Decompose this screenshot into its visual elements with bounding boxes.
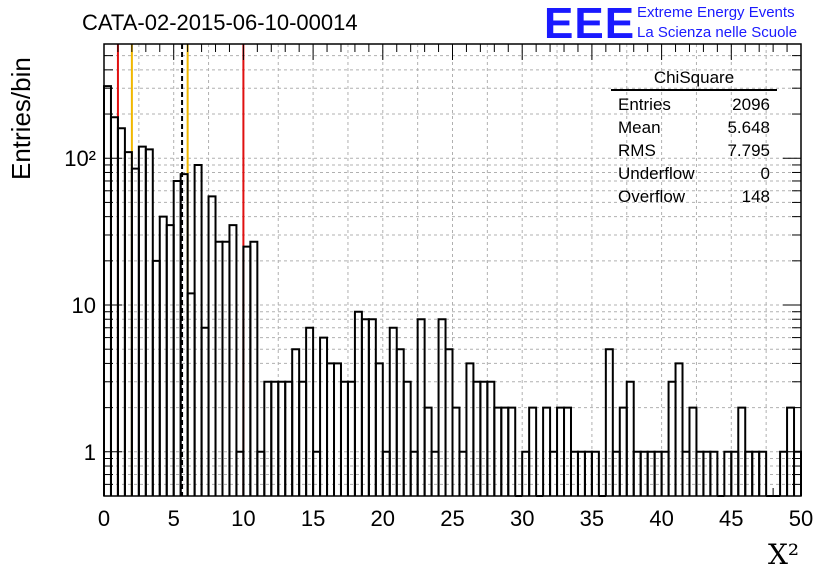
histogram-bin xyxy=(137,145,147,496)
stats-row: Underflow 0 xyxy=(611,162,777,185)
y-tick-label: 10² xyxy=(64,146,96,171)
histogram-bin xyxy=(326,362,336,496)
histogram-bin xyxy=(200,326,210,496)
histogram-bin xyxy=(528,406,538,496)
histogram-bin xyxy=(444,348,454,496)
histogram-bin xyxy=(486,380,496,496)
stats-label: Entries xyxy=(618,95,671,114)
histogram-bin xyxy=(158,215,168,496)
stats-label: Mean xyxy=(618,118,661,137)
stats-row: Mean 5.648 xyxy=(611,116,777,139)
stats-label: Underflow xyxy=(618,164,695,183)
histogram-bin xyxy=(590,450,600,496)
histogram-bin xyxy=(144,148,154,496)
y-axis-label: Entries/bin xyxy=(6,57,36,180)
eee-logo: EEE xyxy=(544,0,636,48)
y-tick-label: 1 xyxy=(84,440,96,465)
stats-value: 7.795 xyxy=(727,141,770,160)
histogram-bin xyxy=(270,380,280,496)
histogram-bin xyxy=(674,362,684,496)
histogram-bin xyxy=(193,163,203,496)
stats-value: 2096 xyxy=(732,95,770,114)
histogram-bin xyxy=(228,224,238,496)
histogram-bin xyxy=(109,116,119,496)
x-tick-label: 45 xyxy=(719,506,743,531)
x-tick-label: 15 xyxy=(301,506,325,531)
x-tick-label: 0 xyxy=(98,506,110,531)
x-tick-label: 35 xyxy=(580,506,604,531)
histogram-bin xyxy=(604,348,614,496)
histogram-bin xyxy=(346,380,356,496)
x-tick-label: 40 xyxy=(649,506,673,531)
histogram-bin xyxy=(667,380,677,496)
histogram-bin xyxy=(123,151,133,496)
stats-row: Overflow 148 xyxy=(611,185,777,208)
histogram-bin xyxy=(339,380,349,496)
histogram-bin xyxy=(305,326,315,496)
histogram-bin xyxy=(374,362,384,496)
histogram-bin xyxy=(507,406,517,496)
histogram-bin xyxy=(758,450,768,496)
stats-title: ChiSquare xyxy=(611,68,777,91)
histogram-bin xyxy=(103,85,112,496)
histogram-bin xyxy=(291,348,301,496)
x-tick-label: 50 xyxy=(789,506,813,531)
histogram-bin xyxy=(472,380,482,496)
histogram-bin xyxy=(249,240,259,496)
x-tick-label: 10 xyxy=(231,506,255,531)
histogram-bin xyxy=(333,362,342,496)
stats-value: 148 xyxy=(741,187,770,206)
stats-label: RMS xyxy=(618,141,656,160)
histogram-bin xyxy=(263,380,273,496)
histogram-bin xyxy=(214,240,224,496)
stats-label: Overflow xyxy=(618,187,686,206)
histogram-bin xyxy=(130,167,140,496)
histogram-bin xyxy=(388,326,398,496)
x-axis-label: X² xyxy=(768,538,800,571)
stats-box: ChiSquare Entries 2096 Mean 5.648 RMS 7.… xyxy=(611,68,777,208)
histogram-bin xyxy=(319,336,329,496)
stats-row: Entries 2096 xyxy=(611,93,777,116)
stats-value: 5.648 xyxy=(727,118,770,137)
x-tick-label: 30 xyxy=(510,506,534,531)
chart-title: CATA-02-2015-06-10-00014 xyxy=(82,10,358,35)
logo-line-1: Extreme Energy Events xyxy=(637,4,795,21)
histogram-bin xyxy=(221,240,231,496)
x-tick-label: 20 xyxy=(371,506,395,531)
histogram-bin xyxy=(298,380,308,496)
x-tick-label: 25 xyxy=(440,506,464,531)
x-tick-label: 5 xyxy=(168,506,180,531)
histogram-bin xyxy=(465,362,475,496)
histogram-bin xyxy=(151,259,161,496)
logo-line-2: La Scienza nelle Scuole xyxy=(637,24,798,41)
stats-value: 0 xyxy=(760,164,770,183)
histogram-bin xyxy=(353,310,363,496)
histogram-bin xyxy=(402,380,412,496)
histogram-bin xyxy=(277,380,287,496)
histogram-bin xyxy=(284,380,294,496)
histogram-bin xyxy=(172,179,182,496)
histogram-bin xyxy=(165,224,175,496)
histogram-bin xyxy=(625,380,635,496)
histogram-bin xyxy=(395,348,405,496)
histogram-bin xyxy=(207,195,217,496)
histogram-bin xyxy=(709,450,719,496)
stats-row: RMS 7.795 xyxy=(611,139,777,162)
y-tick-label: 10 xyxy=(72,293,96,318)
histogram-bin xyxy=(479,380,489,496)
